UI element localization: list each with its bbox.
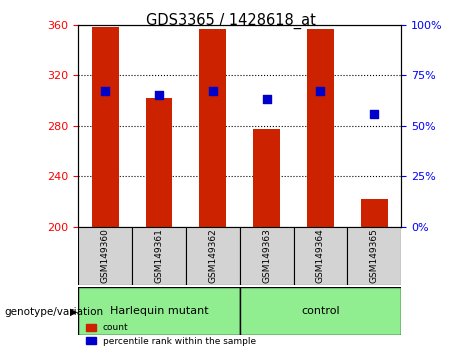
Text: GSM149362: GSM149362 (208, 228, 217, 283)
Bar (78, 227, 132, 285)
Point (155, 93, 163, 98)
Point (101, 88, 109, 94)
Text: GSM149363: GSM149363 (262, 228, 271, 283)
Legend: count, percentile rank within the sample: count, percentile rank within the sample (83, 320, 260, 349)
Text: GSM149361: GSM149361 (154, 228, 164, 283)
Text: GSM149365: GSM149365 (370, 228, 378, 283)
Point (317, 88, 324, 94)
Point (371, 111, 378, 116)
Bar (240, 227, 294, 285)
Bar (307, 29, 334, 227)
Bar (199, 29, 226, 227)
Bar (92, 27, 118, 227)
Point (209, 88, 217, 94)
Bar (240, 287, 401, 335)
Text: GSM149364: GSM149364 (316, 228, 325, 283)
Bar (294, 227, 347, 285)
Text: GSM149360: GSM149360 (101, 228, 110, 283)
Bar (78, 287, 240, 335)
Bar (146, 98, 172, 227)
Bar (253, 130, 280, 227)
Bar (347, 227, 401, 285)
Text: Harlequin mutant: Harlequin mutant (110, 306, 208, 316)
Point (263, 97, 270, 102)
Text: GDS3365 / 1428618_at: GDS3365 / 1428618_at (146, 12, 315, 29)
Bar (132, 227, 186, 285)
Bar (186, 227, 240, 285)
Text: control: control (301, 306, 340, 316)
Text: genotype/variation: genotype/variation (5, 307, 104, 316)
Text: ▶: ▶ (70, 307, 77, 316)
Bar (361, 199, 388, 227)
